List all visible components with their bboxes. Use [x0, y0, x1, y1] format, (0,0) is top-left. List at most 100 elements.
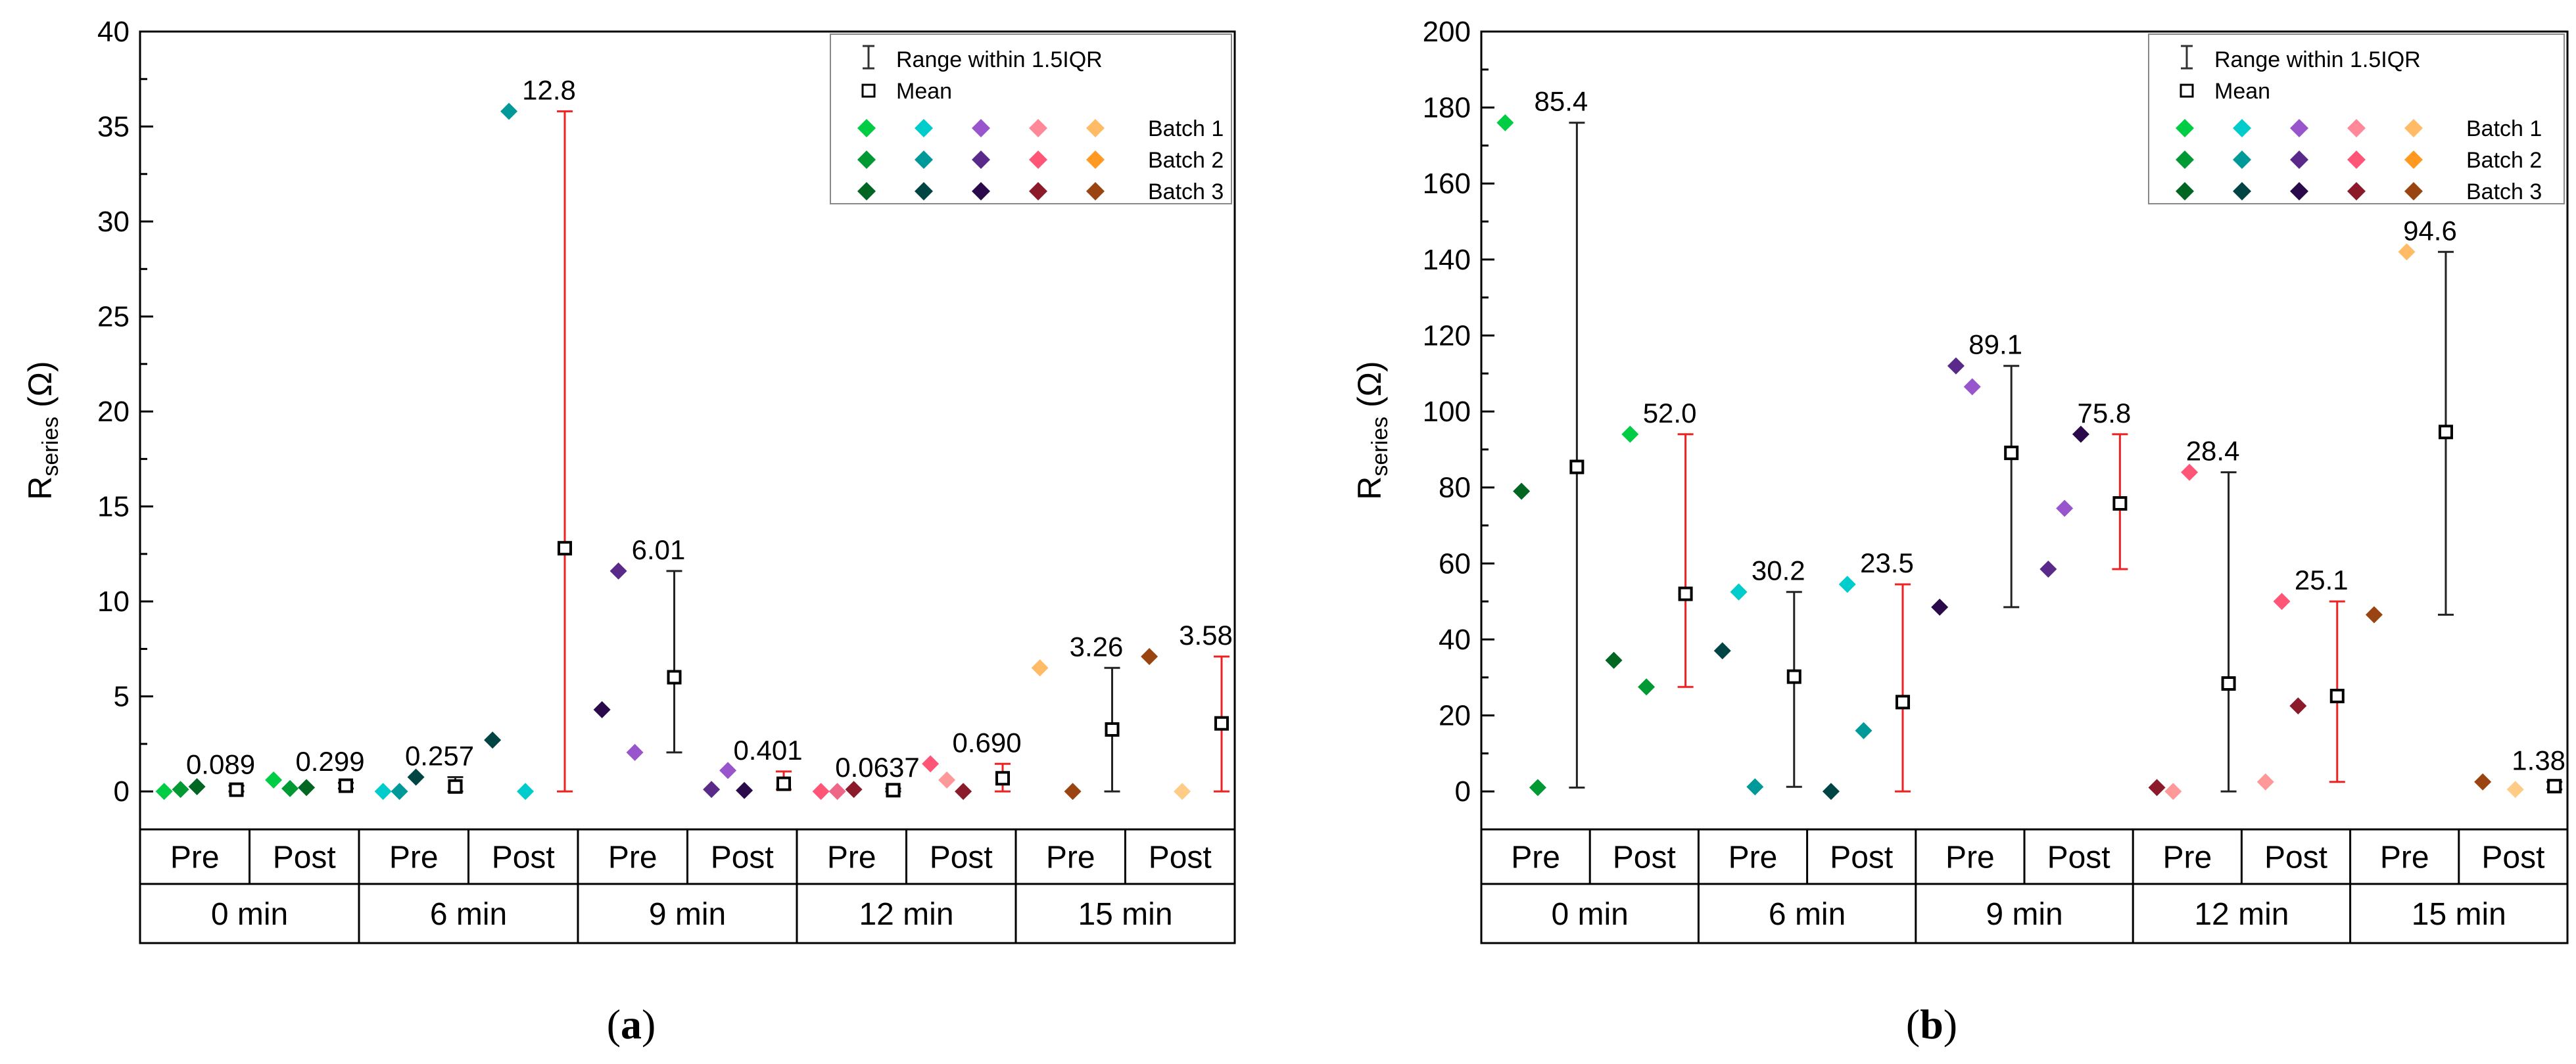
y-tick-label: 10	[97, 586, 130, 618]
legend-batch-label: Batch 1	[1148, 116, 1224, 141]
mean-label: 6.01	[632, 534, 686, 565]
phase-label: Pre	[1945, 841, 1995, 875]
y-axis-label: Rseries (Ω)	[22, 361, 63, 499]
data-point	[736, 781, 753, 799]
legend-swatch	[915, 182, 933, 200]
time-label: 15 min	[2412, 897, 2506, 932]
data-point	[155, 783, 173, 800]
y-tick-label: 35	[97, 111, 130, 143]
legend-batch-label: Batch 2	[1148, 148, 1224, 173]
legend-swatch	[2233, 150, 2251, 169]
legend-mean-icon	[861, 83, 876, 98]
y-axis-label-main: R	[1351, 476, 1388, 500]
y-tick-label: 40	[1439, 624, 1471, 656]
mean-label: 1.38	[2512, 745, 2565, 776]
phase-label: Pre	[1511, 841, 1560, 875]
legend-mean-label: Mean	[2214, 79, 2270, 104]
legend-swatch	[1029, 182, 1047, 200]
phase-label: Pre	[1046, 841, 1095, 875]
y-tick-label: 160	[1423, 168, 1471, 200]
phase-label: Post	[2264, 841, 2327, 875]
plot-frame	[139, 30, 1236, 944]
y-tick-label: 30	[97, 206, 130, 238]
mean-marker	[2438, 425, 2453, 440]
data-point	[1746, 778, 1764, 796]
mean-marker	[1678, 586, 1693, 601]
phase-label: Post	[1149, 841, 1212, 875]
mean-marker	[2112, 496, 2128, 511]
y-tick-label: 120	[1423, 319, 1471, 352]
mean-marker	[1214, 716, 1229, 731]
y-tick-label: 200	[1423, 16, 1471, 48]
panel-a: 0 5 10 15 20 25 30 35 40 Rseries (Ω) Pre Post Pre Pos…	[22, 16, 1236, 1048]
data-point	[626, 743, 644, 761]
legend-batch-label: Batch 1	[2466, 116, 2542, 141]
mean-label: 0.690	[952, 727, 1021, 758]
data-point	[2056, 499, 2074, 517]
mean-marker	[995, 771, 1011, 786]
legend-swatch	[2290, 150, 2308, 169]
data-point	[938, 771, 956, 789]
y-tick-label: 180	[1423, 92, 1471, 124]
data-point	[593, 701, 611, 718]
time-label: 12 min	[2194, 897, 2289, 932]
data-point	[2398, 243, 2416, 261]
y-axis-label-main: R	[22, 476, 59, 500]
mean-marker	[448, 779, 463, 794]
time-label: 12 min	[859, 897, 953, 932]
mean-marker	[2221, 676, 2236, 691]
y-tick-label: 0	[1455, 775, 1471, 808]
legend-swatch	[2176, 119, 2194, 137]
phase-label: Pre	[827, 841, 876, 875]
mean-marker	[1786, 669, 1801, 684]
data-point	[2072, 425, 2089, 443]
data-point	[265, 771, 283, 789]
mean-label: 30.2	[1752, 555, 1805, 586]
data-point	[484, 731, 502, 749]
data-point	[2273, 593, 2291, 611]
data-point	[1730, 583, 1748, 601]
data-point	[1822, 783, 1840, 800]
mean-label: 3.26	[1070, 631, 1124, 662]
legend-swatch	[2347, 150, 2366, 169]
legend-swatch	[2404, 150, 2423, 169]
y-tick-label: 20	[1439, 700, 1471, 732]
mean-label: 0.257	[405, 741, 474, 772]
data-point	[1963, 378, 1981, 396]
data-point	[2506, 781, 2524, 798]
phase-label: Post	[492, 841, 555, 875]
mean-label: 23.5	[1860, 547, 1914, 578]
data-point	[2181, 463, 2199, 481]
legend-swatch	[2290, 119, 2308, 137]
legend-swatch	[915, 150, 933, 169]
data-point	[922, 755, 940, 773]
data-point	[2474, 773, 2492, 791]
y-tick-label: 20	[97, 396, 130, 428]
mean-marker	[558, 541, 573, 556]
phase-label: Pre	[608, 841, 657, 875]
mean-marker	[886, 783, 901, 798]
data-point	[1947, 357, 1965, 375]
data-point	[1141, 647, 1158, 665]
legend-swatch	[857, 150, 876, 169]
data-point	[2289, 697, 2307, 715]
phase-label: Post	[930, 841, 993, 875]
legend-swatch	[2176, 182, 2194, 200]
mean-label: 89.1	[1968, 329, 2022, 360]
data-point	[1031, 659, 1049, 677]
legend-swatch	[1086, 182, 1105, 200]
mean-marker	[667, 670, 682, 685]
time-label: 9 min	[649, 897, 726, 932]
mean-label: 3.58	[1179, 620, 1233, 651]
phase-label: Pre	[389, 841, 439, 875]
mean-marker	[339, 778, 354, 793]
mean-label: 75.8	[2078, 398, 2132, 428]
phase-label: Post	[2047, 841, 2111, 875]
mean-marker	[2004, 446, 2019, 461]
panel-caption: (b)	[1906, 1001, 1957, 1048]
legend-swatch	[915, 119, 933, 137]
data-point	[1713, 642, 1731, 660]
legend-swatch	[857, 182, 876, 200]
mean-label: 0.299	[295, 746, 364, 777]
